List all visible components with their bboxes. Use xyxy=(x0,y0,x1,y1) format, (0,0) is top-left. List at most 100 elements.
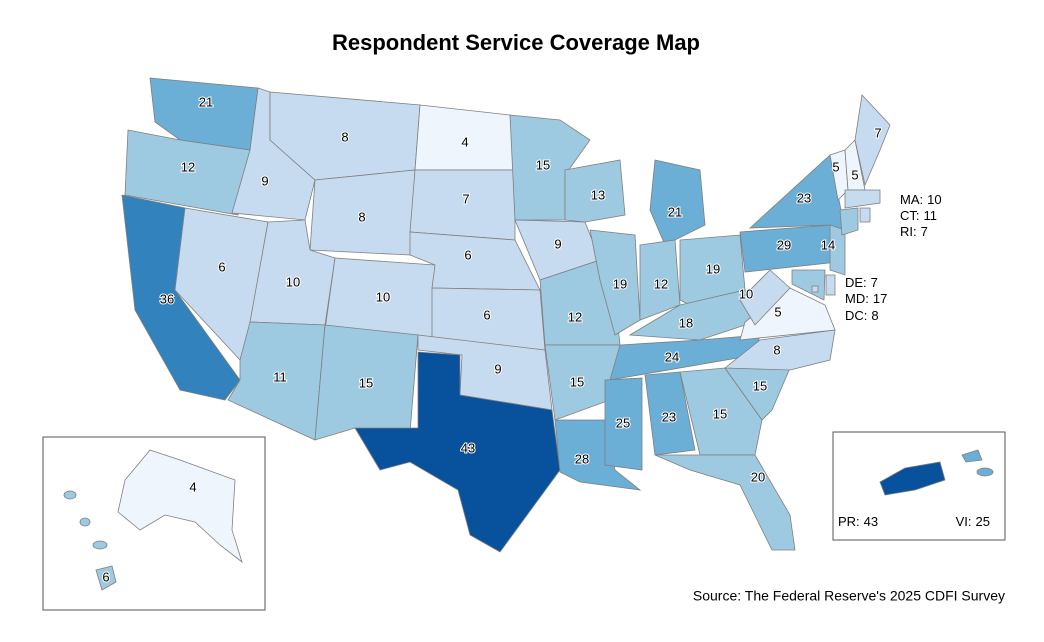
state-value: 24 xyxy=(665,349,679,364)
state-note-label: DC: xyxy=(845,308,867,323)
state-note-label: PR: xyxy=(838,514,860,529)
state-value: 43 xyxy=(461,440,475,455)
state xyxy=(63,490,77,500)
state-value: 6 xyxy=(102,569,109,584)
state-note-value: 17 xyxy=(873,291,887,306)
state-labels: 21 12 36 6 9 8 8 10 10 11 15 4 7 6 6 9 43 15 9 12 15 28 13 19 21… xyxy=(101,93,882,585)
state-value: 14 xyxy=(821,237,835,252)
alaska-hawaii-inset xyxy=(42,436,266,611)
territories-inset xyxy=(832,431,1006,541)
state xyxy=(829,224,846,276)
state xyxy=(976,467,994,477)
state-value: 6 xyxy=(218,259,225,274)
state xyxy=(79,517,91,527)
state-note: MD: 17 xyxy=(845,291,887,306)
state-note-label: VI: xyxy=(956,514,972,529)
state-note: PR: 43 xyxy=(838,514,878,529)
states xyxy=(63,77,994,591)
state-note-label: CT: xyxy=(900,208,920,223)
state xyxy=(854,94,891,187)
state-value: 29 xyxy=(777,237,791,252)
state-value: 15 xyxy=(359,375,373,390)
state-value: 9 xyxy=(261,173,268,188)
state-value: 11 xyxy=(273,369,287,384)
state xyxy=(825,274,836,296)
state xyxy=(879,461,946,496)
state-value: 18 xyxy=(679,315,693,330)
state-value: 15 xyxy=(570,374,584,389)
state xyxy=(739,269,791,326)
state-note-label: RI: xyxy=(900,224,917,239)
state-note-label: MA: xyxy=(900,192,923,207)
state-note: MA: 10 xyxy=(900,192,942,207)
state-value: 12 xyxy=(181,159,195,174)
state-note-label: MD: xyxy=(845,291,869,306)
state-value: 19 xyxy=(613,276,627,291)
state xyxy=(654,454,796,551)
state-value: 7 xyxy=(462,191,469,206)
state-note-value: 8 xyxy=(871,308,878,323)
map-title: Respondent Service Coverage Map xyxy=(332,30,700,55)
state xyxy=(649,159,706,246)
state-note-value: 43 xyxy=(864,514,878,529)
state-value: 6 xyxy=(464,247,471,262)
state xyxy=(811,285,819,293)
state-value: 9 xyxy=(554,236,561,251)
state-value: 28 xyxy=(575,451,589,466)
state xyxy=(589,229,641,336)
state-value: 6 xyxy=(483,307,490,322)
state-note: RI: 7 xyxy=(900,224,928,239)
state xyxy=(564,159,626,223)
state xyxy=(604,377,643,471)
state xyxy=(644,371,696,456)
state-value: 4 xyxy=(189,479,196,494)
state xyxy=(92,540,108,550)
state-note: VI: 25 xyxy=(956,514,990,529)
state xyxy=(859,207,871,223)
state xyxy=(839,207,859,236)
state-value: 15 xyxy=(713,406,727,421)
state-value: 7 xyxy=(874,125,881,140)
state-value: 5 xyxy=(832,159,839,174)
state-value: 4 xyxy=(461,134,468,149)
state xyxy=(95,565,117,591)
state xyxy=(844,189,881,209)
state-note-value: 7 xyxy=(871,275,878,290)
state-value: 5 xyxy=(851,167,858,182)
state xyxy=(961,449,983,463)
state-value: 9 xyxy=(494,361,501,376)
state-value: 10 xyxy=(286,274,300,289)
state-value: 25 xyxy=(616,415,630,430)
state-value: 13 xyxy=(591,187,605,202)
state-note-label: DE: xyxy=(845,275,867,290)
state-value: 36 xyxy=(160,291,174,306)
state xyxy=(117,449,243,564)
state-note-value: 10 xyxy=(927,192,941,207)
state-value: 8 xyxy=(341,129,348,144)
state-note: DE: 7 xyxy=(845,275,878,290)
state-value: 23 xyxy=(797,190,811,205)
state-value: 15 xyxy=(753,378,767,393)
state-value: 20 xyxy=(751,469,765,484)
state-value: 15 xyxy=(536,157,550,172)
state-value: 8 xyxy=(773,342,780,357)
state xyxy=(791,269,826,301)
state-note-value: 11 xyxy=(924,208,938,223)
state-value: 21 xyxy=(199,94,213,109)
state-note-value: 7 xyxy=(921,224,928,239)
state-note: CT: 11 xyxy=(900,208,937,223)
state-value: 5 xyxy=(774,304,781,319)
state-value: 12 xyxy=(568,309,582,324)
state-value: 12 xyxy=(654,276,668,291)
state-value: 8 xyxy=(358,209,365,224)
state-note: DC: 8 xyxy=(845,308,879,323)
state-value: 19 xyxy=(706,261,720,276)
source-note: Source: The Federal Reserve's 2025 CDFI … xyxy=(693,588,1005,604)
state xyxy=(679,367,763,456)
state-note-value: 25 xyxy=(976,514,990,529)
state-value: 21 xyxy=(668,204,682,219)
state-value: 23 xyxy=(662,409,676,424)
state-value: 10 xyxy=(376,289,390,304)
state-value: 10 xyxy=(739,286,753,301)
